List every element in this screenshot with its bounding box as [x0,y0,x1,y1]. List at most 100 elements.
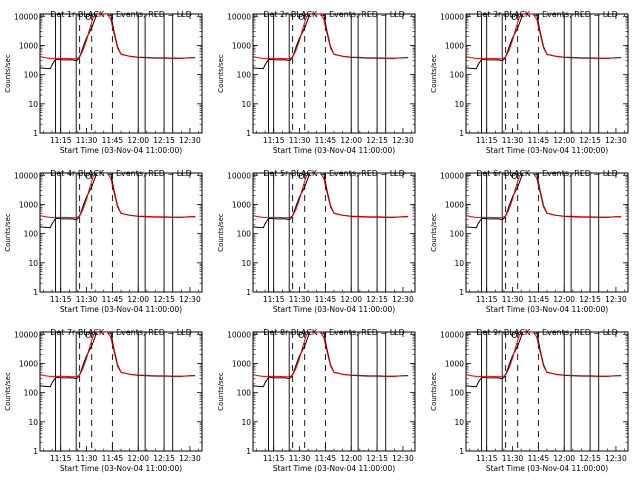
series-lld-line [466,173,622,219]
x-tick-label: 12:30 [392,295,414,304]
x-tick-label: 12:00 [553,295,575,304]
marker-circle [85,332,92,338]
y-tick-label: 10 [454,418,464,427]
plot-area [40,14,196,133]
y-tick-label: 1000 [232,41,251,50]
series-events-line [466,173,622,229]
y-tick-label: 10 [241,259,251,268]
x-tick-label: 12:00 [127,295,149,304]
chart-panel-7: 1 10 100 1000 10000 11:15 11:30 11:45 12:00 12:15… [4,328,203,473]
x-tick-label: 12:30 [605,136,627,145]
y-tick-label: 10000 [14,330,38,339]
x-tick-label: 11:45 [528,136,550,145]
x-tick-label: 11:15 [476,454,498,463]
y-tick-label: 1 [246,288,251,297]
x-tick-label: 11:45 [315,454,337,463]
y-axis-label: Counts/sec [217,372,225,411]
x-tick-label: 11:45 [102,295,124,304]
x-tick-label: 12:15 [153,295,175,304]
x-tick-label: 12:15 [579,454,601,463]
y-tick-label: 100 [24,230,39,239]
plot-frame [465,13,629,134]
series-lld-line [253,173,409,219]
y-tick-label: 1 [459,288,464,297]
x-tick-label: 12:00 [340,454,362,463]
y-tick-label: 10 [241,418,251,427]
y-tick-label: 100 [450,230,465,239]
x-tick-label: 12:00 [553,454,575,463]
y-tick-label: 100 [237,71,252,80]
series-lld-line [40,14,196,60]
x-axis-label: Start Time (03-Nov-04 11:00:00) [60,305,182,314]
y-tick-label: 10 [454,259,464,268]
y-tick-label: 1 [459,129,464,138]
x-tick-label: 12:15 [366,136,388,145]
series-events-line [466,332,622,388]
x-tick-label: 11:15 [263,454,285,463]
y-axis-label: Counts/sec [4,213,12,252]
x-tick-label: 11:30 [76,454,98,463]
x-tick-label: 11:30 [502,136,524,145]
y-tick-label: 100 [24,389,39,398]
plot-area [466,332,622,451]
y-axis-label: Counts/sec [217,54,225,93]
y-tick-label: 100 [450,71,465,80]
x-tick-label: 12:30 [605,295,627,304]
plot-area [253,14,409,133]
x-tick-label: 11:30 [76,136,98,145]
y-tick-label: 10000 [440,12,464,21]
x-axis-label: Start Time (03-Nov-04 11:00:00) [60,146,182,155]
marker-circle [298,173,305,179]
series-events-line [40,173,196,229]
x-tick-label: 12:15 [579,295,601,304]
chart-panel-8: 1 10 100 1000 10000 11:15 11:30 11:45 12:00 12:15… [217,328,416,473]
chart-panel-4: 1 10 100 1000 10000 11:15 11:30 11:45 12:00 12:15… [4,169,203,314]
y-tick-label: 1000 [445,200,464,209]
x-axis-label: Start Time (03-Nov-04 11:00:00) [273,464,395,473]
x-tick-label: 12:00 [127,136,149,145]
y-axis-label: Counts/sec [430,213,438,252]
series-lld-line [253,332,409,378]
x-tick-label: 11:45 [102,136,124,145]
series-events-line [40,332,196,388]
series-lld-line [466,332,622,378]
series-lld-line [466,14,622,60]
marker-circle [298,332,305,338]
x-tick-label: 12:00 [340,295,362,304]
plot-area [253,332,409,451]
y-tick-label: 1000 [445,359,464,368]
x-axis-label: Start Time (03-Nov-04 11:00:00) [273,305,395,314]
x-tick-label: 12:15 [366,295,388,304]
chart-panel-2: 1 10 100 1000 10000 11:15 11:30 11:45 12:00 12:15… [217,10,416,155]
y-tick-label: 100 [450,389,465,398]
chart-panel-1: 1 10 100 1000 10000 11:15 11:30 11:45 12:00 12:15… [4,10,203,155]
marker-circle [298,14,305,20]
plot-frame [39,13,203,134]
series-events-line [253,14,409,70]
y-tick-label: 10 [241,100,251,109]
plot-frame [465,172,629,293]
panel-title: Det 4r BLACK = Events, RED = LLD [50,169,192,178]
panel-title: Det 5r BLACK = Events, RED = LLD [263,169,405,178]
series-lld-line [40,332,196,378]
plot-frame [252,331,416,452]
x-tick-label: 12:00 [127,454,149,463]
x-tick-label: 12:00 [553,136,575,145]
y-tick-label: 1000 [232,359,251,368]
series-lld-line [40,173,196,219]
x-axis-label: Start Time (03-Nov-04 11:00:00) [486,305,608,314]
y-tick-label: 10000 [227,12,251,21]
x-axis-label: Start Time (03-Nov-04 11:00:00) [486,146,608,155]
series-events-line [466,14,622,70]
y-tick-label: 10000 [14,12,38,21]
x-tick-label: 11:45 [315,136,337,145]
y-tick-label: 100 [237,230,252,239]
y-axis-label: Counts/sec [430,372,438,411]
y-tick-label: 1000 [232,200,251,209]
y-tick-label: 10 [28,100,38,109]
series-events-line [40,14,196,70]
panel-title: Det 7r BLACK = Events, RED = LLD [50,328,192,337]
y-tick-label: 1000 [445,41,464,50]
plot-frame [465,331,629,452]
